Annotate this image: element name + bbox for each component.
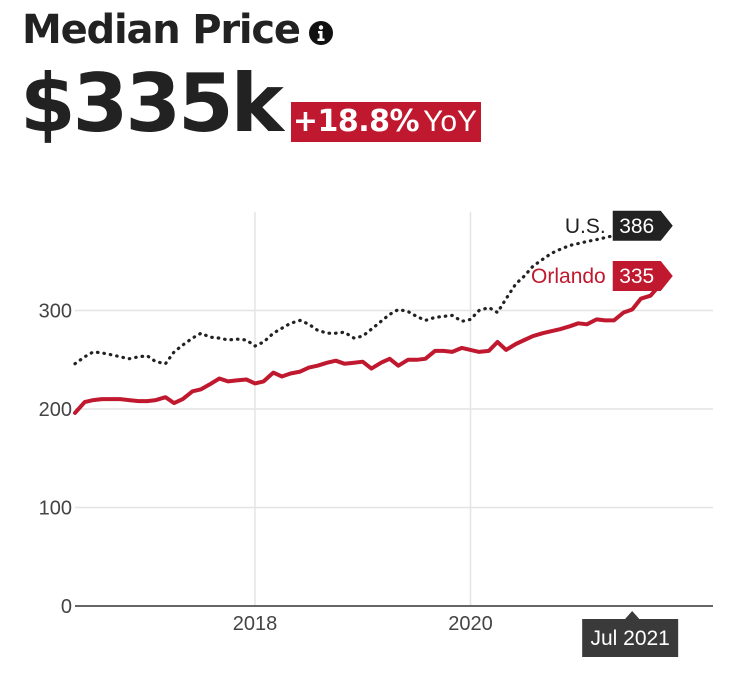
y-tick-label: 300 xyxy=(39,301,72,323)
cursor-pointer xyxy=(624,611,641,620)
y-tick-label: 100 xyxy=(39,498,72,520)
page-title: Median Price xyxy=(22,7,301,53)
y-tick-label: 0 xyxy=(61,596,72,618)
y-axis-labels: 0 100 200 300 xyxy=(39,301,72,619)
series-name-label: U.S. xyxy=(565,215,606,238)
series-value-label: 335 xyxy=(619,265,654,288)
series-line-orlando xyxy=(73,274,670,415)
yoy-label: YoY xyxy=(423,105,478,138)
y-tick-label: 200 xyxy=(39,399,72,421)
grid xyxy=(75,212,713,606)
x-tick-label: 2018 xyxy=(233,613,278,635)
series-end-labels: 335 Orlando 386 U.S. xyxy=(531,210,673,292)
hover-cursor[interactable]: Jul 2021 xyxy=(582,611,679,657)
headline-value: $335k xyxy=(20,57,284,150)
series-value-badge xyxy=(612,210,673,241)
title-row: Median Price xyxy=(22,4,334,56)
series-name-label: Orlando xyxy=(531,265,606,288)
headline-row: $335k +18.8% YoY xyxy=(20,57,482,150)
cursor-date-label: Jul 2021 xyxy=(590,627,669,650)
series-value-label: 386 xyxy=(619,215,654,238)
yoy-change: +18.8% xyxy=(292,104,420,139)
yoy-badge: +18.8% YoY xyxy=(290,102,482,142)
info-icon[interactable] xyxy=(308,20,334,46)
series-lines xyxy=(73,224,670,415)
x-axis-labels: 2018 2020 xyxy=(233,613,493,635)
series-value-badge xyxy=(612,261,673,292)
x-tick-label: 2020 xyxy=(448,613,493,635)
series-line-us xyxy=(73,224,670,366)
cursor-date-box xyxy=(582,619,679,657)
